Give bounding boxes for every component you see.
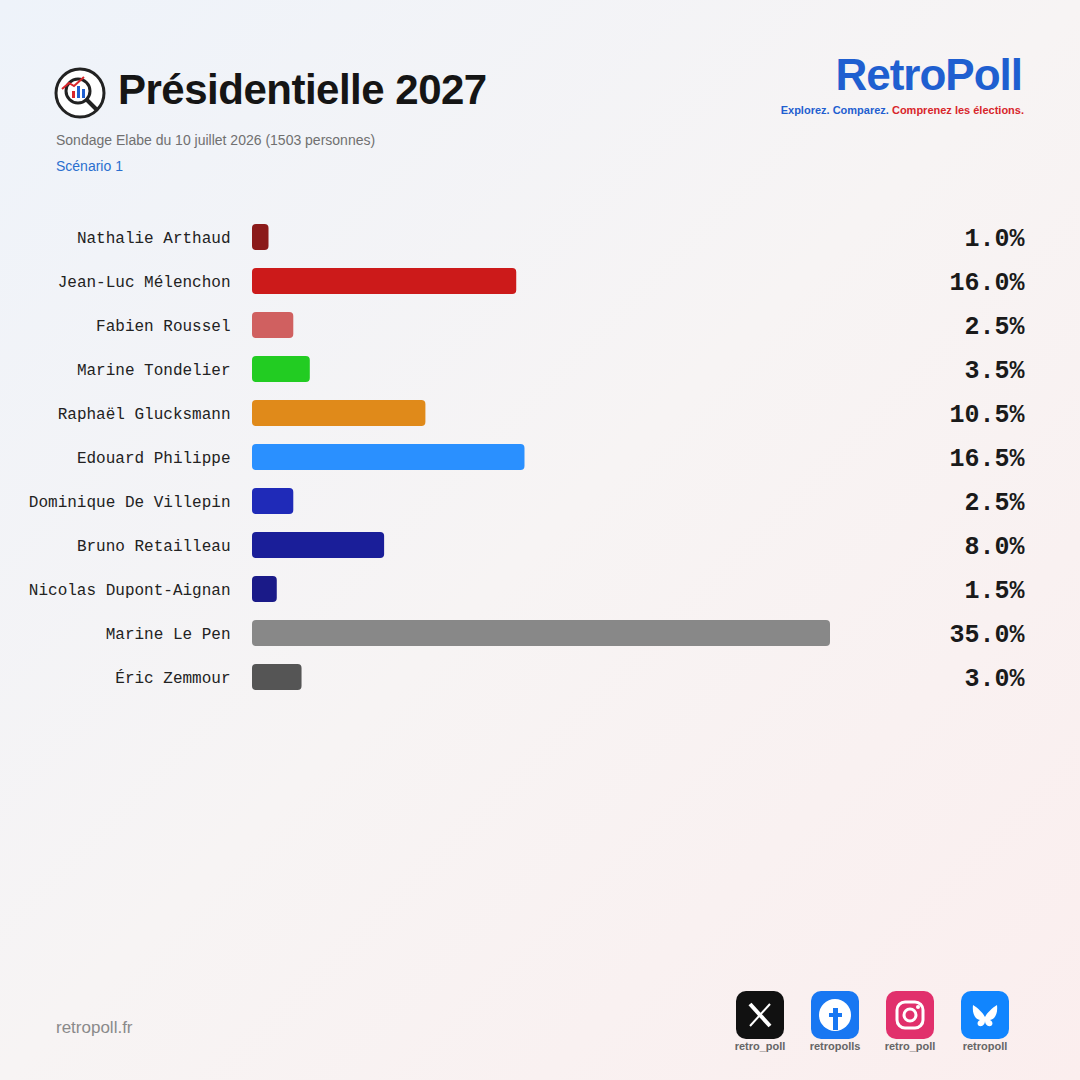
svg-text:3.0%: 3.0% (964, 665, 1025, 694)
svg-text:1.0%: 1.0% (964, 225, 1025, 254)
svg-text:Marine Tondelier: Marine Tondelier (77, 362, 231, 380)
html-text:Sondage Elabe du 10 juillet 20: Sondage Elabe du 10 juillet 2026 (1503 p… (56, 132, 376, 148)
svg-text:Fabien Roussel: Fabien Roussel (96, 318, 230, 336)
html-text:retropoll: retropoll (962, 1040, 1008, 1052)
svg-text:Éric Zemmour: Éric Zemmour (115, 669, 230, 688)
svg-text:16.5%: 16.5% (949, 445, 1025, 474)
svg-text:Jean-Luc Mélenchon: Jean-Luc Mélenchon (58, 274, 231, 292)
svg-text:Raphaël Glucksmann: Raphaël Glucksmann (58, 406, 231, 424)
html-text:Scénario 1: Scénario 1 (56, 158, 123, 174)
svg-text:Marine Le Pen: Marine Le Pen (106, 626, 231, 644)
html-text:retropolls: retropolls (809, 1040, 861, 1052)
svg-text:16.0%: 16.0% (949, 269, 1025, 298)
html-text:retro_poll: retro_poll (884, 1040, 936, 1052)
svg-text:3.5%: 3.5% (964, 357, 1025, 386)
html-text:RetroPoll: RetroPoll (835, 50, 1022, 99)
svg-text:8.0%: 8.0% (964, 533, 1025, 562)
html-text:Explorez. Comparez. Comprenez: Explorez. Comparez. Comprenez les électi… (780, 104, 1024, 116)
svg-text:2.5%: 2.5% (964, 489, 1025, 518)
svg-text:Nicolas Dupont-Aignan: Nicolas Dupont-Aignan (29, 582, 231, 600)
html-text:retro_poll: retro_poll (734, 1040, 786, 1052)
svg-text:Edouard Philippe: Edouard Philippe (77, 450, 231, 468)
svg-text:35.0%: 35.0% (949, 621, 1025, 650)
svg-text:1.5%: 1.5% (964, 577, 1025, 606)
svg-text:10.5%: 10.5% (949, 401, 1025, 430)
svg-text:Nathalie Arthaud: Nathalie Arthaud (77, 230, 231, 248)
html-text:retropoll.fr: retropoll.fr (56, 1018, 133, 1037)
svg-text:Bruno Retailleau: Bruno Retailleau (77, 538, 231, 556)
svg-text:2.5%: 2.5% (964, 313, 1025, 342)
html-text:Présidentielle 2027: Présidentielle 2027 (118, 66, 487, 113)
svg-text:Dominique De Villepin: Dominique De Villepin (29, 494, 231, 512)
